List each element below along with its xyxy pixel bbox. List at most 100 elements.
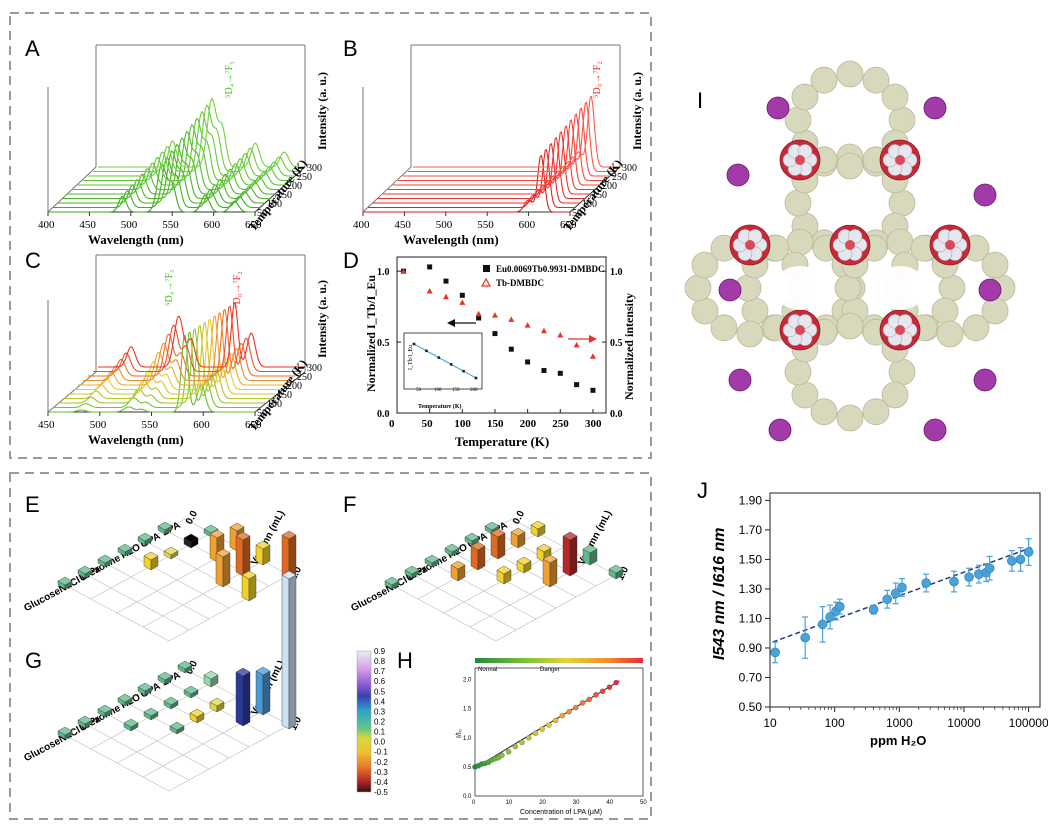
bar3d-bar-front xyxy=(490,532,499,560)
colorbar-tick-label: 0.9 xyxy=(374,647,386,656)
ligand-sphere xyxy=(791,83,819,111)
h-y-tick-label: 2.0 xyxy=(463,678,472,684)
bar3d-category-label: Glucose xyxy=(22,736,62,764)
ligand-sphere xyxy=(936,320,964,348)
h-point xyxy=(613,679,619,686)
panel-d-right-arrowhead xyxy=(589,335,597,343)
pore-opening xyxy=(874,266,926,310)
h-x-tick-label: 30 xyxy=(573,800,580,806)
j-point xyxy=(1023,547,1034,557)
h-x-tick-label: 40 xyxy=(606,800,613,806)
panel-a-transition-label: ⁵D₄→⁷F₅ xyxy=(224,61,235,98)
x-tick-label: 550 xyxy=(162,219,179,231)
oxygen-sphere xyxy=(897,144,913,159)
bar3d-bar-top xyxy=(255,540,271,550)
h-x-tick-label: 10 xyxy=(506,800,513,806)
x-tick-label: 550 xyxy=(477,219,494,231)
bar3d-bar-top xyxy=(137,682,153,692)
spectrum-trace xyxy=(403,107,610,177)
bar3d-bar-front xyxy=(235,535,244,577)
h-point xyxy=(566,708,572,715)
z-tick-label: 50 xyxy=(572,208,582,219)
colorbar-tick-label: -0.1 xyxy=(374,748,388,757)
panel-d-legend-label-tb: Tb-DMBDC xyxy=(496,278,544,288)
ligand-sphere xyxy=(836,404,864,432)
bar3d-grid-line xyxy=(495,574,617,642)
bar3d-bar-front xyxy=(235,671,244,727)
d-point-triangle xyxy=(400,268,407,274)
bar3d-bar-top xyxy=(189,708,205,718)
d-point-square xyxy=(427,264,433,270)
bar3d-bar-top xyxy=(470,541,486,551)
d-y-tick-label: 1.0 xyxy=(377,267,390,278)
bar3d-depth-tick: 0.0 xyxy=(511,509,527,527)
j-y-tick-label: 1.30 xyxy=(739,582,763,596)
panel-g-colorbar: 0.90.80.70.60.50.40.30.20.10.0-0.1-0.2-0… xyxy=(356,647,388,797)
metal-core xyxy=(795,325,805,335)
j-x-tick-label: 1000 xyxy=(886,716,913,730)
bar3d-bar-top xyxy=(235,531,251,541)
panel-label-g: G xyxy=(25,648,42,673)
panel-j-plot-frame xyxy=(769,492,1041,708)
panel-a-ylabel: Intensity (a. u.) xyxy=(315,72,329,150)
bar3d-grid-line xyxy=(168,724,290,792)
j-y-tick-label: 1.70 xyxy=(739,523,763,537)
bar3d-bar-top xyxy=(404,565,420,575)
panel-b-ylabel: Intensity (a. u.) xyxy=(630,72,644,150)
panel-h-zone-bar xyxy=(475,658,643,663)
h-point xyxy=(499,752,505,759)
ligand-sphere xyxy=(741,297,769,325)
panel-label-i: I xyxy=(697,88,703,113)
oxygen-sphere xyxy=(897,314,913,329)
panel-d-legend-marker-tb xyxy=(480,277,492,287)
bar3d-bar-top xyxy=(229,522,245,532)
d-inset-tick-label: 150 xyxy=(452,388,460,393)
colorbar-tick-label: 0.1 xyxy=(374,728,386,737)
h-point xyxy=(519,739,525,746)
j-x-tick-label: 10 xyxy=(763,716,777,730)
panel-a-frame xyxy=(47,45,97,214)
z-tick-label: 250 xyxy=(612,172,627,183)
bar3d-bar-top xyxy=(536,543,552,553)
h-point xyxy=(526,735,532,741)
d-point-triangle xyxy=(508,316,515,322)
metal-core xyxy=(895,155,905,165)
panel-b-xlabel: Wavelength (nm) xyxy=(403,232,499,247)
pore-opening xyxy=(774,266,826,310)
ligand-sphere xyxy=(684,274,712,302)
z-tick-label: 300 xyxy=(307,363,322,374)
d-x-tick-label: 100 xyxy=(454,418,471,430)
j-point xyxy=(882,594,893,605)
bar3d-bar-top xyxy=(163,696,179,706)
j-point xyxy=(1007,556,1017,566)
bar3d-bar-top xyxy=(235,667,251,677)
d-inset-point xyxy=(412,342,416,346)
oxygen-sphere xyxy=(797,314,813,329)
terminal-atom xyxy=(978,278,1002,302)
d-x-tick-label: 150 xyxy=(487,418,504,430)
bar3d-bar-top xyxy=(530,520,546,530)
d-x-tick-label: 50 xyxy=(422,418,434,430)
panel-label-e: E xyxy=(25,492,40,517)
spectrum-trace xyxy=(63,324,270,400)
bar3d-bar-top xyxy=(117,693,133,703)
ligand-sphere xyxy=(962,314,990,342)
j-point xyxy=(834,601,845,612)
ligand-sphere xyxy=(881,83,909,111)
panel-a-zlabel: Temperature (K) xyxy=(245,157,310,234)
colorbar-tick-label: 0.8 xyxy=(374,657,386,666)
bar3d-bar-top xyxy=(464,532,480,542)
bar3d-bar-top xyxy=(484,521,500,531)
d-point-triangle xyxy=(459,299,466,305)
x-tick-label: 450 xyxy=(79,219,96,231)
j-point xyxy=(868,604,879,615)
d-y-tick-label: 0.5 xyxy=(377,338,390,349)
d-point-square xyxy=(492,331,498,337)
j-point xyxy=(897,582,907,593)
bar3d-bar-top xyxy=(57,576,73,586)
panel-b-transition-label: ⁵D₀→⁷F₂ xyxy=(592,61,603,98)
d-x-tick-label: 300 xyxy=(585,418,602,430)
x-tick-label: 600 xyxy=(204,219,221,231)
terminal-atom xyxy=(726,163,750,187)
